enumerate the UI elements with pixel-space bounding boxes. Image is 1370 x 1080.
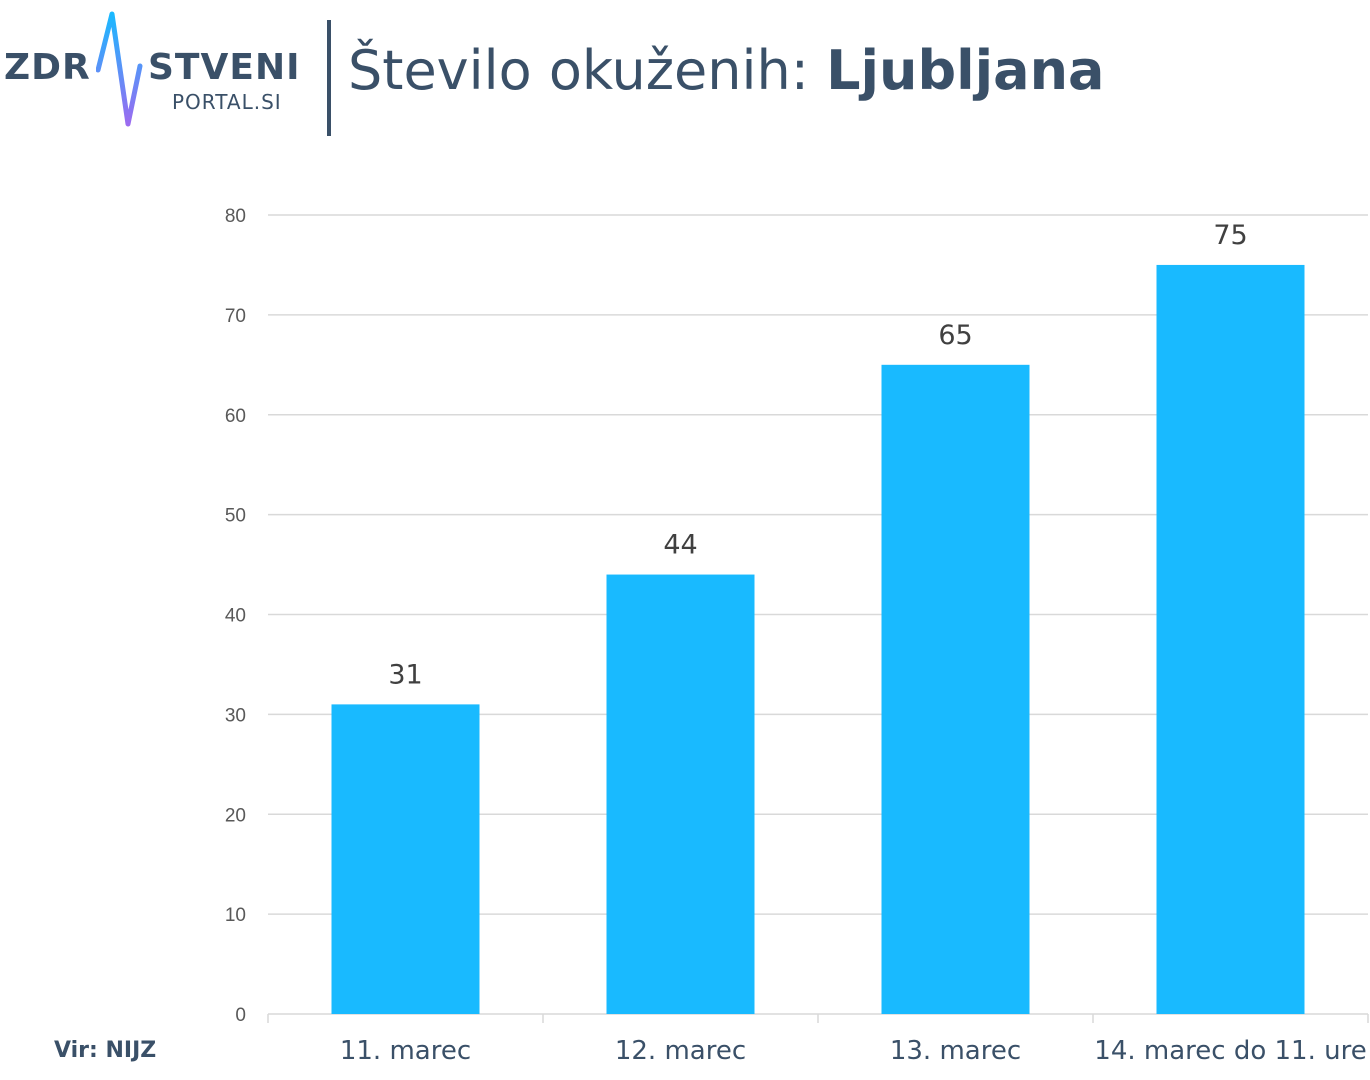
y-tick-label: 70 [225,306,246,327]
bar [1156,264,1305,1014]
data-label: 75 [1213,220,1247,251]
source-note: Vir: NIJZ [54,1038,157,1063]
pulse-logo-icon [96,11,143,127]
y-tick-label: 40 [225,606,246,627]
y-tick-label: 60 [225,406,246,427]
header: ZDR STVENI PORTAL.SI Število okuženih: L… [0,0,1370,140]
x-category-label: 11. marec [340,1036,471,1066]
chart-title: Število okuženih: Ljubljana [348,36,1104,106]
y-tick-label: 0 [235,1005,246,1026]
y-tick-label: 30 [225,705,246,726]
bar [881,364,1030,1014]
y-tick-label: 50 [225,506,246,527]
bar [606,574,755,1014]
chart-title-lead: Število okuženih: [348,39,809,102]
logo-subtitle: PORTAL.SI [172,90,282,114]
y-tick-label: 20 [225,805,246,826]
data-label: 31 [388,659,422,690]
y-tick-label: 10 [225,905,246,926]
x-category-label: 13. marec [890,1036,1021,1066]
data-label: 44 [663,530,697,561]
header-divider [327,20,331,136]
x-category-label: 14. marec do 11. ure [1094,1036,1366,1066]
y-tick-label: 80 [225,206,246,227]
logo-text-right: STVENI [148,47,301,88]
x-category-label: 12. marec [615,1036,746,1066]
bar [331,704,480,1014]
data-label: 65 [938,320,972,351]
logo-text-left: ZDR [4,47,91,88]
chart-title-place: Ljubljana [826,39,1105,102]
